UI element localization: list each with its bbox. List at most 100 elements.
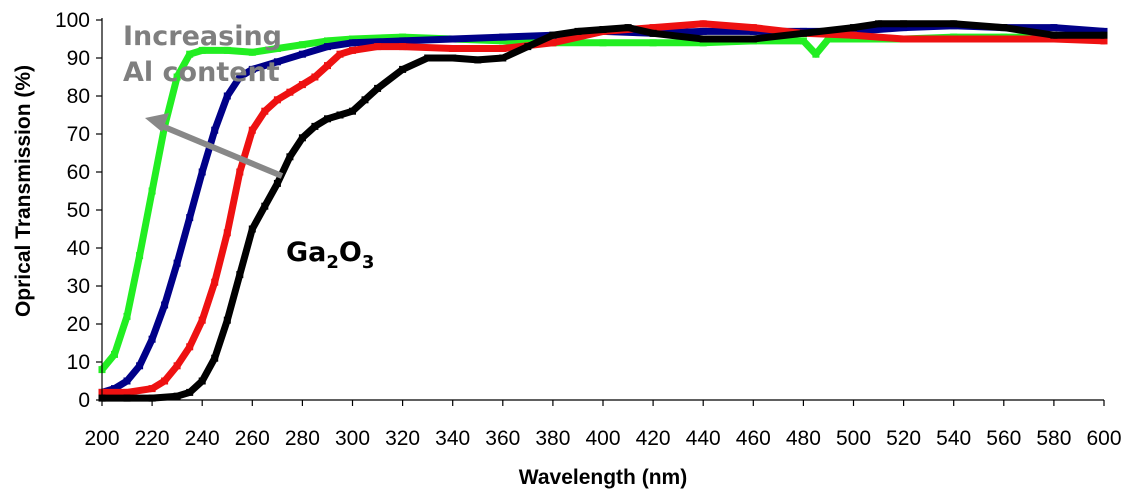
data-point xyxy=(449,45,457,52)
data-point xyxy=(850,31,857,39)
data-point xyxy=(900,35,908,43)
x-tick-label: 280 xyxy=(285,427,320,450)
data-point xyxy=(749,24,757,32)
data-point xyxy=(111,385,118,393)
data-point xyxy=(198,377,206,385)
data-point xyxy=(324,62,331,70)
data-point xyxy=(211,278,219,286)
data-point xyxy=(524,43,532,51)
data-point xyxy=(699,20,707,28)
y-tick-label: 50 xyxy=(67,199,90,222)
data-point xyxy=(624,24,632,32)
data-point xyxy=(1100,37,1108,45)
x-tick-label: 500 xyxy=(836,427,871,450)
data-point xyxy=(875,20,883,28)
data-point xyxy=(123,377,131,385)
data-point xyxy=(336,50,344,58)
data-point xyxy=(749,27,757,35)
data-point xyxy=(248,48,256,56)
data-point xyxy=(136,362,144,370)
data-point xyxy=(900,24,908,32)
data-point xyxy=(223,316,231,324)
data-point xyxy=(186,343,194,351)
data-point xyxy=(599,26,607,33)
data-point xyxy=(699,27,707,35)
data-point xyxy=(850,27,857,35)
data-point xyxy=(649,39,657,47)
data-point xyxy=(311,122,319,130)
ga2o3-o: O xyxy=(339,237,362,268)
y-tick-label: 70 xyxy=(67,123,90,146)
data-point xyxy=(812,50,820,58)
data-point xyxy=(399,43,407,51)
data-point xyxy=(950,20,958,28)
x-tick-label: 460 xyxy=(736,427,771,450)
data-point xyxy=(198,168,206,176)
data-point xyxy=(1000,35,1008,43)
x-tick-label: 560 xyxy=(986,427,1021,450)
data-point xyxy=(424,54,432,62)
data-point xyxy=(236,271,244,279)
data-point xyxy=(298,41,306,49)
data-point xyxy=(261,107,269,115)
y-tick-label: 60 xyxy=(67,161,90,184)
data-point xyxy=(900,20,908,28)
data-point xyxy=(799,29,807,37)
data-point xyxy=(399,37,407,45)
data-point xyxy=(950,35,958,43)
data-point xyxy=(349,39,356,47)
x-tick-label: 440 xyxy=(686,427,721,450)
data-point xyxy=(374,84,382,92)
data-point xyxy=(324,37,331,45)
data-point xyxy=(136,252,144,260)
data-point xyxy=(699,35,707,43)
data-point xyxy=(173,362,181,370)
y-axis-title: Oprical Transmission (%) xyxy=(12,65,35,317)
x-tick-label: 340 xyxy=(435,427,470,450)
data-point xyxy=(186,214,194,222)
data-point xyxy=(186,388,194,396)
data-point xyxy=(499,33,507,41)
data-point xyxy=(374,43,382,51)
data-point xyxy=(173,392,181,400)
data-point xyxy=(1050,24,1058,32)
data-point xyxy=(549,31,557,39)
data-point xyxy=(699,39,707,47)
data-point xyxy=(211,354,219,362)
series-layer xyxy=(98,20,1108,402)
data-point xyxy=(574,27,582,35)
data-point xyxy=(824,35,832,43)
x-tick-label: 320 xyxy=(385,427,420,450)
y-tick-label: 0 xyxy=(78,389,90,412)
data-point xyxy=(298,50,306,58)
data-point xyxy=(449,54,457,62)
data-point xyxy=(499,37,507,45)
x-tick-label: 480 xyxy=(786,427,821,450)
data-point xyxy=(549,39,557,47)
data-point xyxy=(148,394,156,402)
data-point xyxy=(298,81,306,89)
data-point xyxy=(349,35,356,43)
x-tick-label: 520 xyxy=(886,427,921,450)
data-point xyxy=(248,65,256,73)
data-point xyxy=(123,312,131,320)
data-point xyxy=(148,335,156,343)
data-point xyxy=(850,35,857,43)
data-point xyxy=(148,187,156,195)
x-tick-label: 240 xyxy=(185,427,220,450)
series-points-4 xyxy=(98,20,1108,402)
y-tick-label: 20 xyxy=(67,313,90,336)
data-point xyxy=(298,134,306,142)
data-point xyxy=(649,29,657,37)
data-point xyxy=(286,153,294,161)
x-tick-label: 260 xyxy=(235,427,270,450)
ga2o3-ga: Ga xyxy=(286,237,326,268)
x-tick-label: 420 xyxy=(636,427,671,450)
data-point xyxy=(198,46,206,54)
axis-layer: 0 10 20 30 40 50 60 70 80 90 100 200 220 240 260 280 300… xyxy=(55,9,1122,450)
data-point xyxy=(649,24,657,32)
x-tick-label: 400 xyxy=(585,427,620,450)
data-point xyxy=(474,56,482,64)
ga2o3-sub-3: 3 xyxy=(362,252,375,273)
annotation-increasing-line2: Al content xyxy=(123,57,280,88)
